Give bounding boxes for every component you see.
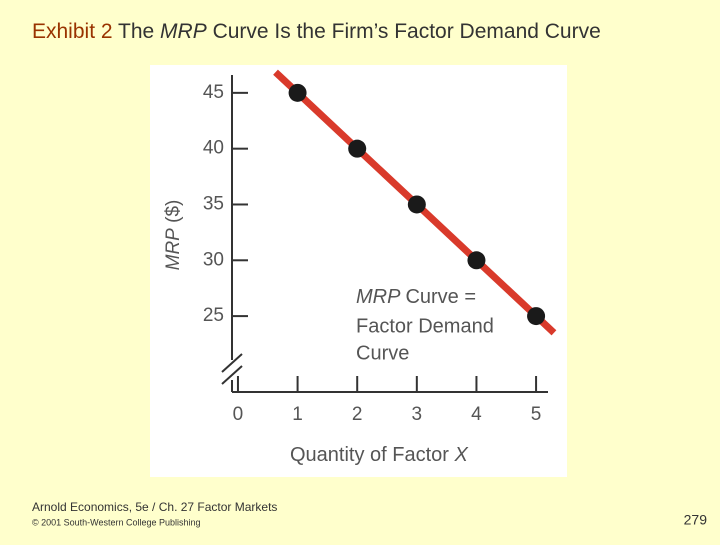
title-text: MRP	[160, 20, 207, 43]
x-label-part: Quantity of Factor	[290, 444, 449, 466]
x-label-part: X	[454, 444, 469, 466]
page-number: 279	[684, 512, 708, 528]
y-tick-label: 45	[203, 82, 224, 103]
x-axis-label: Quantity of Factor X	[290, 444, 469, 466]
x-tick-label: 2	[352, 404, 363, 425]
title-text: The	[118, 20, 154, 43]
annotation-part: Curve =	[405, 286, 476, 308]
y-label-part: ($)	[163, 200, 184, 223]
y-tick-label: 40	[203, 138, 224, 159]
annotation: Factor Demand	[356, 315, 494, 337]
footer-source: Arnold Economics, 5e / Ch. 27 Factor Mar…	[32, 500, 277, 514]
x-tick-label: 5	[531, 404, 542, 425]
annotation-part: MRP	[356, 286, 401, 308]
axis-break	[221, 353, 243, 373]
point	[407, 195, 426, 214]
x-tick-label: 4	[471, 404, 482, 425]
y-tick-label: 35	[203, 193, 224, 214]
x-tick-label: 3	[412, 404, 423, 425]
point	[527, 307, 546, 326]
point	[288, 83, 307, 102]
y-tick-label: 30	[203, 249, 224, 270]
axis-break	[221, 365, 243, 385]
slide-title: Exhibit 2 The MRP Curve Is the Firm’s Fa…	[32, 20, 601, 43]
title-text: Curve Is the Firm’s Factor Demand Curve	[213, 20, 601, 43]
y-label-part: MRP	[163, 228, 184, 271]
chart-background	[150, 65, 567, 477]
point	[348, 139, 367, 158]
annotation: MRP Curve =	[356, 286, 476, 308]
x-tick-label: 1	[292, 404, 303, 425]
point	[467, 251, 486, 270]
footer-copyright: © 2001 South-Western College Publishing	[32, 517, 201, 527]
x-tick-label: 0	[233, 404, 244, 425]
annotation: Curve	[356, 342, 409, 364]
title-exhibit: Exhibit 2	[32, 20, 113, 43]
y-axis-label: MRP ($)	[163, 200, 184, 271]
y-tick-label: 25	[203, 305, 224, 326]
